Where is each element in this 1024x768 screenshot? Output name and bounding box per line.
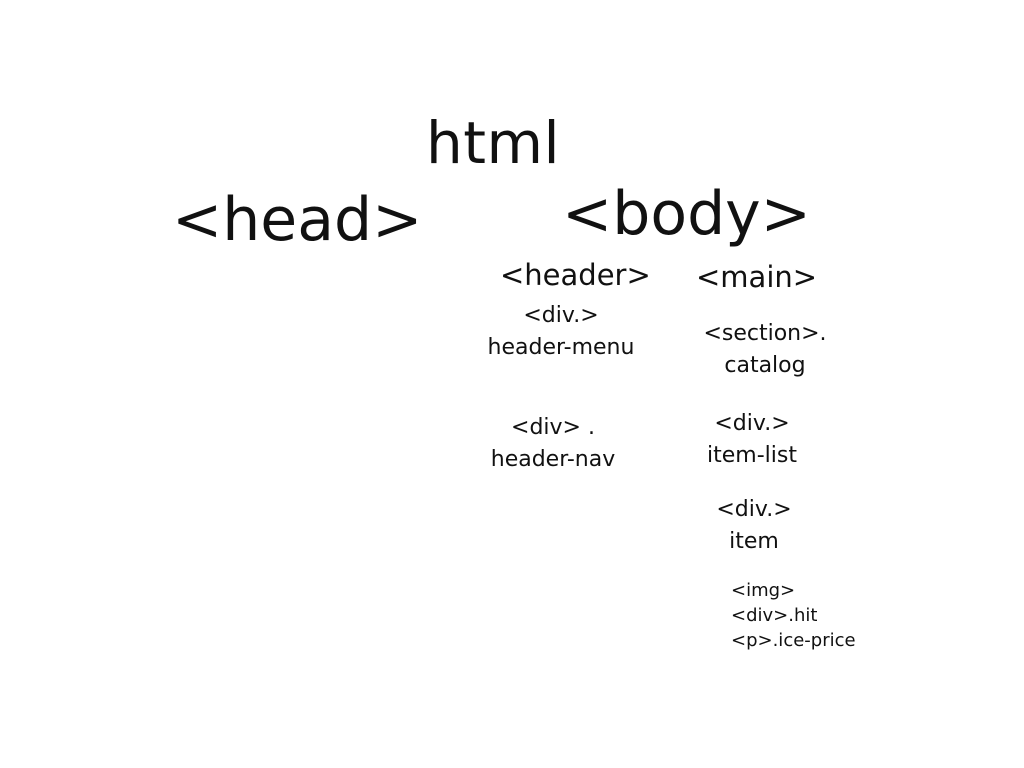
html-root-label: html bbox=[426, 109, 561, 177]
header-nav-node: <div> . header-nav bbox=[484, 412, 622, 476]
header-nav-class: header-nav bbox=[490, 447, 616, 472]
item-list-class: item-list bbox=[707, 443, 797, 468]
item-list-tag: <div.> bbox=[714, 411, 790, 436]
header-menu-class: header-menu bbox=[487, 335, 635, 360]
body-tag-label: <body> bbox=[562, 179, 811, 249]
item-tag: <div.> bbox=[716, 497, 792, 522]
catalog-node: <section>. catalog bbox=[702, 318, 828, 382]
main-tag-label: <main> bbox=[696, 260, 818, 294]
item-node: <div.> item bbox=[714, 494, 794, 558]
header-tag-label: <header> bbox=[500, 258, 651, 292]
header-menu-node: <div.> header-menu bbox=[484, 300, 638, 364]
head-tag-label: <head> bbox=[172, 185, 423, 255]
price-leaf: <p>.ice-price bbox=[731, 630, 856, 651]
header-menu-tag: <div.> bbox=[523, 303, 599, 328]
header-nav-tag: <div> . bbox=[511, 415, 595, 440]
item-children-list: <img> <div>.hit <p>.ice-price bbox=[731, 578, 856, 653]
img-leaf: <img> bbox=[731, 580, 796, 601]
hit-leaf: <div>.hit bbox=[731, 605, 818, 626]
catalog-tag: <section>. bbox=[703, 321, 827, 346]
item-list-node: <div.> item-list bbox=[702, 408, 802, 472]
catalog-class: catalog bbox=[724, 353, 806, 378]
item-class: item bbox=[729, 529, 779, 554]
